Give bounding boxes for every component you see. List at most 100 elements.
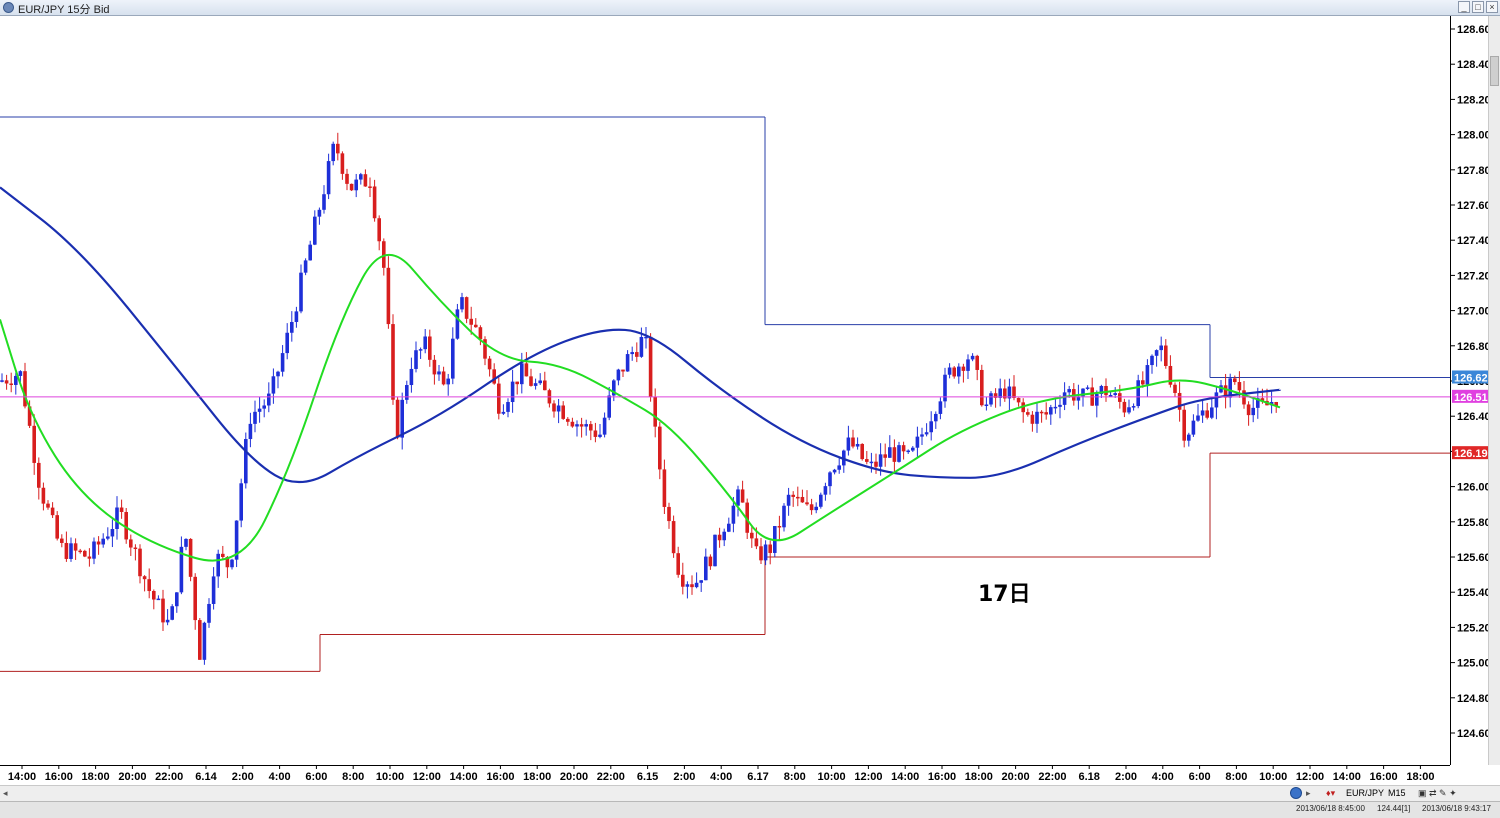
auto-scroll-icon[interactable] [1290, 787, 1302, 799]
candle-body [1076, 396, 1081, 401]
chart-window-icon [3, 2, 14, 13]
time-tick-label: 16:00 [45, 771, 73, 783]
candle-body [345, 173, 349, 184]
candle-body [911, 447, 915, 451]
candle-body [782, 505, 786, 528]
candle-layer [0, 132, 1278, 665]
candle-body [423, 336, 427, 350]
day-annotation: 17日 [978, 582, 1031, 607]
candle-body [322, 194, 326, 210]
clock: 2013/06/18 9:43:17 [1422, 804, 1491, 813]
candle-body [377, 218, 381, 242]
candle-body [984, 404, 989, 406]
candle-body [460, 297, 464, 310]
candle-body [1191, 420, 1196, 435]
candle-body [1196, 415, 1200, 421]
candle-body [584, 424, 588, 427]
candle-body [1113, 393, 1117, 395]
candle-body [4, 380, 9, 384]
candle-body [216, 553, 220, 577]
time-tick-label: 18:00 [523, 771, 551, 783]
vertical-scroll-thumb[interactable] [1490, 56, 1499, 86]
candle-body [1127, 407, 1131, 413]
candle-body [239, 483, 243, 521]
candle-body [257, 408, 262, 412]
maximize-button[interactable]: □ [1472, 1, 1484, 13]
time-axis: 14:00 16:00 18:00 20:00 22:00 6.14 2:00 4:00 6:0… [0, 765, 1450, 785]
candle-body [1058, 404, 1062, 407]
candle-body [156, 598, 161, 601]
candle-body [372, 186, 377, 219]
candle-body [814, 506, 818, 511]
candle-body [533, 383, 538, 386]
time-tick-label: 18:00 [82, 771, 110, 783]
time-tick-label: 4:00 [710, 771, 732, 783]
candle-body [897, 445, 901, 462]
candle-body [1260, 398, 1265, 401]
chart-plot-area[interactable]: 17日 [0, 16, 1450, 765]
candle-body [1081, 388, 1085, 397]
time-tick-label: 8:00 [784, 771, 806, 783]
candle-body [561, 405, 565, 419]
candle-body [552, 403, 556, 412]
candle-body [1053, 406, 1058, 409]
candle-body [952, 367, 956, 377]
candle-body [800, 496, 805, 503]
candle-body [1131, 406, 1136, 408]
candle-body [1030, 414, 1035, 424]
scroll-right-icon[interactable]: ▸ [1306, 788, 1311, 798]
candle-body [294, 311, 299, 322]
candle-body [432, 359, 437, 375]
candle-body [1233, 378, 1237, 383]
candle-body [142, 576, 147, 580]
candle-body [27, 406, 32, 426]
horizontal-scrollbar[interactable]: ◂ ▸ ♦▾ EUR/JPY M15 ▣ ⇄ ✎ ✦ [0, 785, 1500, 801]
candle-body [704, 556, 708, 581]
candle-body [943, 374, 947, 402]
candle-body [524, 363, 529, 377]
candle-body [1118, 393, 1122, 402]
time-tick-label: 12:00 [854, 771, 882, 783]
candle-body [441, 371, 446, 385]
order-icon[interactable]: ♦▾ [1326, 788, 1336, 798]
candle-body [354, 179, 358, 191]
ma-long-line [0, 186, 1281, 484]
candle-body [1159, 345, 1163, 351]
candle-body [60, 538, 64, 543]
time-tick-label: 2:00 [1115, 771, 1137, 783]
toolbar-icons[interactable]: ▣ ⇄ ✎ ✦ [1418, 788, 1457, 798]
candle-body [1067, 389, 1071, 393]
candle-body [993, 393, 998, 398]
time-tick-label: 4:00 [1152, 771, 1174, 783]
candle-body [437, 371, 441, 375]
candle-body [73, 543, 78, 551]
candle-body [1210, 407, 1214, 418]
candle-body [1150, 355, 1154, 366]
candle-body [478, 327, 483, 340]
candle-body [510, 381, 515, 403]
candle-body [115, 507, 119, 529]
timeframe-selector[interactable]: M15 [1388, 788, 1406, 798]
candle-body [391, 324, 395, 400]
candle-body [119, 507, 124, 512]
candle-body [731, 505, 736, 524]
candle-body [234, 520, 239, 560]
scroll-left-icon[interactable]: ◂ [3, 788, 8, 798]
candle-body [625, 354, 630, 372]
time-axis-labels: 14:00 16:00 18:00 20:00 22:00 6.14 2:00 4:00 6:0… [8, 766, 1434, 783]
candle-body [1104, 385, 1108, 396]
time-tick-label: 18:00 [1406, 771, 1434, 783]
candle-body [901, 445, 906, 452]
candle-body [980, 369, 984, 406]
candle-body [662, 469, 667, 507]
time-tick-label: 6:00 [1189, 771, 1211, 783]
time-tick-label: 22:00 [155, 771, 183, 783]
candle-body [653, 396, 657, 427]
vertical-scrollbar[interactable] [1488, 16, 1500, 765]
time-tick-label: 20:00 [118, 771, 146, 783]
close-button[interactable]: × [1486, 1, 1498, 13]
candle-body [805, 502, 809, 505]
minimize-button[interactable]: _ [1458, 1, 1470, 13]
symbol-selector[interactable]: EUR/JPY [1346, 788, 1385, 798]
price-tick-label: 128.40[0 [1457, 59, 1500, 71]
